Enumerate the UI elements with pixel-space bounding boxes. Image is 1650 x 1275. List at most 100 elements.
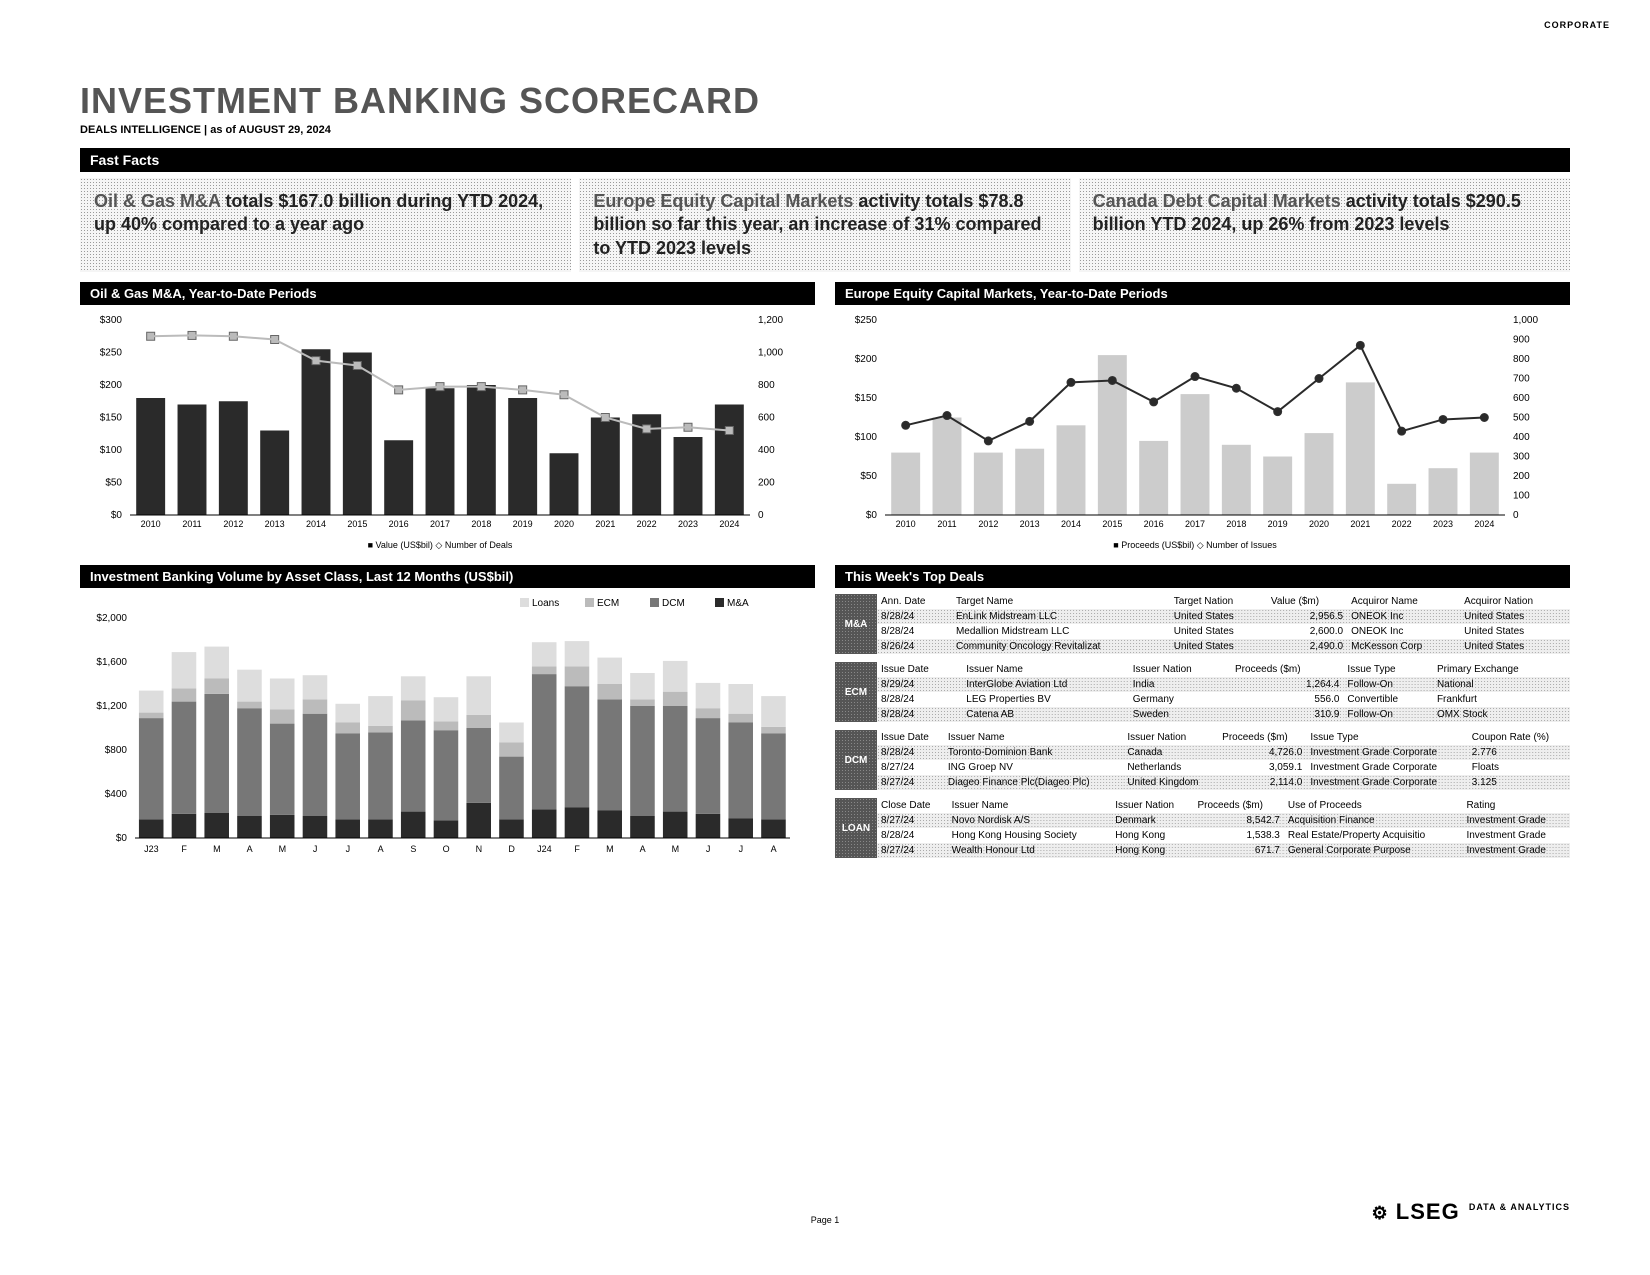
svg-text:2013: 2013 bbox=[1020, 519, 1040, 529]
table-row: 8/28/24Hong Kong Housing SocietyHong Kon… bbox=[877, 828, 1570, 843]
svg-text:100: 100 bbox=[1513, 491, 1530, 502]
deals-container: M&AAnn. DateTarget NameTarget NationValu… bbox=[835, 588, 1570, 858]
svg-text:D: D bbox=[508, 844, 515, 854]
svg-text:$200: $200 bbox=[100, 380, 123, 391]
table-row: 8/27/24Wealth Honour LtdHong Kong671.7Ge… bbox=[877, 843, 1570, 858]
svg-text:$800: $800 bbox=[105, 745, 128, 756]
svg-text:700: 700 bbox=[1513, 374, 1530, 385]
svg-text:M: M bbox=[672, 844, 680, 854]
table-row: 8/28/24Toronto-Dominion BankCanada4,726.… bbox=[877, 745, 1570, 760]
svg-text:J24: J24 bbox=[537, 844, 552, 854]
deals-category-label: LOAN bbox=[835, 798, 877, 858]
svg-text:A: A bbox=[640, 844, 646, 854]
chart3: $0$400$800$1,200$1,600$2,000LoansECMDCMM… bbox=[80, 588, 815, 878]
svg-text:2012: 2012 bbox=[223, 519, 243, 529]
svg-text:2017: 2017 bbox=[1185, 519, 1205, 529]
svg-text:$1,200: $1,200 bbox=[96, 701, 127, 712]
fast-fact: Canada Debt Capital Markets activity tot… bbox=[1079, 178, 1570, 272]
svg-text:2020: 2020 bbox=[554, 519, 574, 529]
svg-text:Loans: Loans bbox=[532, 598, 559, 609]
fast-fact: Europe Equity Capital Markets activity t… bbox=[579, 178, 1070, 272]
svg-text:N: N bbox=[476, 844, 483, 854]
svg-text:■ Value (US$bil) ◇ Number: ■ Value (US$bil) ◇ Number of Deals bbox=[368, 540, 513, 550]
svg-text:0: 0 bbox=[1513, 510, 1519, 521]
svg-text:2017: 2017 bbox=[430, 519, 450, 529]
svg-text:2015: 2015 bbox=[347, 519, 367, 529]
deals-category-label: M&A bbox=[835, 594, 877, 654]
svg-text:■ Proceeds (US$bil) ◇ Numb: ■ Proceeds (US$bil) ◇ Number of Issues bbox=[1113, 540, 1277, 550]
svg-text:$0: $0 bbox=[866, 510, 878, 521]
svg-text:1,200: 1,200 bbox=[758, 315, 783, 326]
svg-text:2021: 2021 bbox=[595, 519, 615, 529]
svg-text:200: 200 bbox=[1513, 471, 1530, 482]
svg-text:600: 600 bbox=[1513, 393, 1530, 404]
svg-text:$0: $0 bbox=[111, 510, 123, 521]
svg-text:2013: 2013 bbox=[265, 519, 285, 529]
svg-text:J23: J23 bbox=[144, 844, 159, 854]
chart1-title: Oil & Gas M&A, Year-to-Date Periods bbox=[80, 282, 815, 305]
svg-text:$0: $0 bbox=[116, 833, 128, 844]
svg-text:2019: 2019 bbox=[513, 519, 533, 529]
svg-text:J: J bbox=[346, 844, 351, 854]
page-subtitle: DEALS INTELLIGENCE | as of AUGUST 29, 20… bbox=[80, 124, 1570, 136]
svg-text:2010: 2010 bbox=[141, 519, 161, 529]
svg-text:$150: $150 bbox=[855, 393, 878, 404]
svg-text:1,000: 1,000 bbox=[1513, 315, 1538, 326]
deals-table: Issue DateIssuer NameIssuer NationProcee… bbox=[877, 730, 1570, 790]
table-row: 8/27/24Diageo Finance Plc(Diageo Plc)Uni… bbox=[877, 775, 1570, 790]
svg-text:2019: 2019 bbox=[1268, 519, 1288, 529]
table-row: 8/28/24LEG Properties BVGermany556.0Conv… bbox=[877, 692, 1570, 707]
svg-text:2018: 2018 bbox=[1226, 519, 1246, 529]
svg-text:2022: 2022 bbox=[637, 519, 657, 529]
svg-text:$100: $100 bbox=[855, 432, 878, 443]
svg-text:$400: $400 bbox=[105, 789, 128, 800]
svg-text:F: F bbox=[574, 844, 580, 854]
svg-text:O: O bbox=[443, 844, 450, 854]
fast-fact: Oil & Gas M&A totals $167.0 billion duri… bbox=[80, 178, 571, 272]
deals-group: ECMIssue DateIssuer NameIssuer NationPro… bbox=[835, 662, 1570, 722]
svg-text:A: A bbox=[378, 844, 384, 854]
svg-text:2011: 2011 bbox=[182, 519, 201, 529]
svg-text:$200: $200 bbox=[855, 354, 878, 365]
svg-text:2012: 2012 bbox=[978, 519, 998, 529]
corporate-label: CORPORATE bbox=[1544, 20, 1610, 30]
svg-text:J: J bbox=[739, 844, 744, 854]
table-row: 8/29/24InterGlobe Aviation LtdIndia1,264… bbox=[877, 677, 1570, 692]
svg-text:J: J bbox=[313, 844, 318, 854]
svg-text:$50: $50 bbox=[860, 471, 877, 482]
svg-text:200: 200 bbox=[758, 478, 775, 489]
svg-text:300: 300 bbox=[1513, 452, 1530, 463]
svg-text:2015: 2015 bbox=[1102, 519, 1122, 529]
svg-text:$100: $100 bbox=[100, 445, 123, 456]
svg-text:600: 600 bbox=[758, 413, 775, 424]
table-row: 8/27/24Novo Nordisk A/SDenmark8,542.7Acq… bbox=[877, 813, 1570, 828]
svg-text:$50: $50 bbox=[105, 478, 122, 489]
top-deals-header: This Week's Top Deals bbox=[835, 565, 1570, 588]
table-row: 8/27/24ING Groep NVNetherlands3,059.1Inv… bbox=[877, 760, 1570, 775]
svg-text:0: 0 bbox=[758, 510, 764, 521]
svg-text:M: M bbox=[606, 844, 614, 854]
deals-category-label: ECM bbox=[835, 662, 877, 722]
svg-text:1,000: 1,000 bbox=[758, 348, 783, 359]
svg-text:$300: $300 bbox=[100, 315, 123, 326]
svg-text:2014: 2014 bbox=[306, 519, 326, 529]
chart2-title: Europe Equity Capital Markets, Year-to-D… bbox=[835, 282, 1570, 305]
svg-text:800: 800 bbox=[758, 380, 775, 391]
deals-group: LOANClose DateIssuer NameIssuer NationPr… bbox=[835, 798, 1570, 858]
svg-text:2022: 2022 bbox=[1392, 519, 1412, 529]
footer-logo: ⚙ LSEG DATA & ANALYTICS bbox=[1372, 1199, 1570, 1225]
table-row: 8/28/24Catena ABSweden310.9Follow-OnOMX … bbox=[877, 707, 1570, 722]
svg-text:A: A bbox=[247, 844, 253, 854]
svg-text:F: F bbox=[181, 844, 187, 854]
svg-text:400: 400 bbox=[1513, 432, 1530, 443]
svg-text:2010: 2010 bbox=[896, 519, 916, 529]
deals-category-label: DCM bbox=[835, 730, 877, 790]
svg-text:2024: 2024 bbox=[1474, 519, 1494, 529]
svg-text:S: S bbox=[410, 844, 416, 854]
svg-text:2023: 2023 bbox=[678, 519, 698, 529]
svg-text:M&A: M&A bbox=[727, 598, 749, 609]
page-title: INVESTMENT BANKING SCORECARD bbox=[80, 80, 1570, 122]
svg-text:J: J bbox=[706, 844, 711, 854]
svg-text:400: 400 bbox=[758, 445, 775, 456]
svg-text:2021: 2021 bbox=[1350, 519, 1370, 529]
